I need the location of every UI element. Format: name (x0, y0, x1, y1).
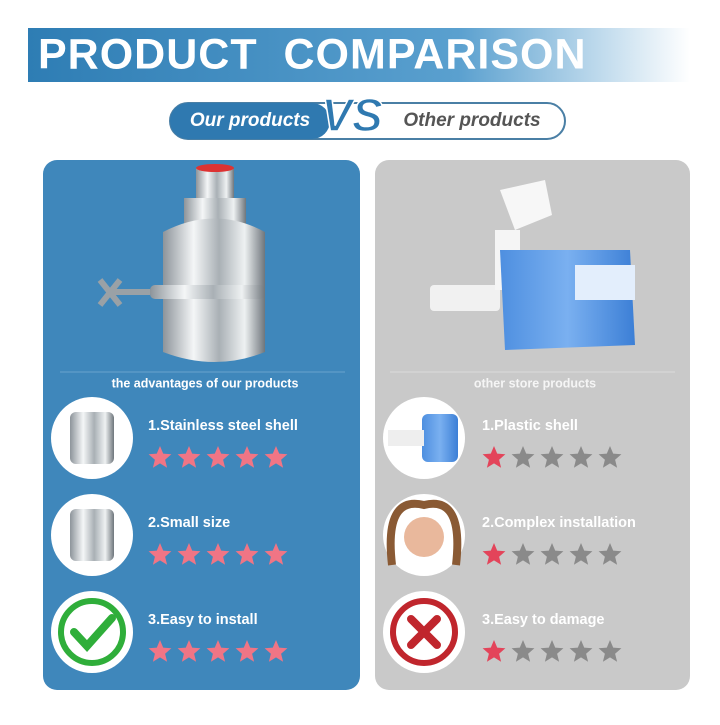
face (404, 517, 444, 557)
item-icon (51, 494, 133, 576)
star-filled (235, 543, 259, 565)
panel-caption: the advantages of our products (112, 376, 299, 390)
item-text: 1.Plastic shell (482, 418, 578, 434)
page-title: PRODUCT COMPARISON (38, 30, 587, 78)
star-filled (264, 543, 288, 565)
icon-ring (390, 598, 458, 666)
star-filled (235, 446, 259, 468)
star-empty (598, 446, 622, 468)
item-text: 3.Easy to install (148, 612, 258, 628)
plastic-body (422, 414, 458, 462)
panel-caption: other store products (474, 376, 596, 390)
plastic-pipe (388, 430, 424, 446)
item-icon (51, 397, 133, 479)
icon-ring (58, 598, 126, 666)
hair (386, 499, 462, 566)
star-empty (511, 543, 535, 565)
star-filled (264, 640, 288, 662)
star-empty (598, 640, 622, 662)
star-empty (569, 446, 593, 468)
star-filled (206, 640, 230, 662)
other-label: Other products (403, 110, 540, 131)
star-empty (569, 640, 593, 662)
cross-mark (407, 615, 441, 649)
star-filled (206, 446, 230, 468)
steel-valve-image (97, 164, 265, 362)
star-empty (511, 446, 535, 468)
item-text: 3.Easy to damage (482, 612, 605, 628)
star-filled (148, 446, 172, 468)
star-filled (148, 543, 172, 565)
steel-body (70, 412, 114, 464)
item-icon (383, 494, 465, 576)
star-filled (177, 543, 201, 565)
star-filled (482, 543, 506, 565)
our-pill (170, 103, 330, 139)
star-empty (511, 640, 535, 662)
star-filled (482, 640, 506, 662)
steel-body (70, 509, 114, 561)
star-empty (540, 446, 564, 468)
star-empty (540, 543, 564, 565)
star-filled (206, 543, 230, 565)
item-icon (383, 591, 465, 673)
item-text: 2.Complex installation (482, 515, 636, 531)
item-icon (51, 591, 133, 673)
title-banner (28, 28, 690, 82)
star-empty (540, 640, 564, 662)
our-label: Our products (190, 110, 310, 131)
plastic-valve-image (430, 180, 635, 350)
star-empty (569, 543, 593, 565)
vs-label: VS (321, 89, 383, 141)
star-filled (148, 640, 172, 662)
star-empty (598, 543, 622, 565)
item-text: 2.Small size (148, 515, 230, 531)
star-filled (235, 640, 259, 662)
star-filled (482, 446, 506, 468)
star-filled (177, 446, 201, 468)
item-icon (383, 397, 465, 479)
check-mark (70, 614, 116, 652)
star-filled (177, 640, 201, 662)
item-text: 1.Stainless steel shell (148, 418, 298, 434)
star-filled (264, 446, 288, 468)
